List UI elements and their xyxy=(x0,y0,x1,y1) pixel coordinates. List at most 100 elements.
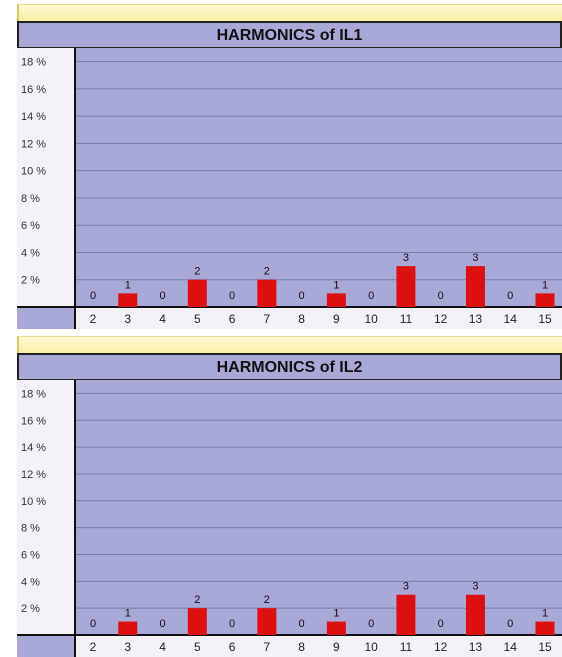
bar xyxy=(465,594,485,635)
data-label: 2 xyxy=(194,594,200,606)
data-label: 1 xyxy=(333,279,339,291)
x-tick-label: 14 xyxy=(504,640,518,654)
x-tick-label: 10 xyxy=(364,640,378,654)
data-label: 0 xyxy=(299,290,305,302)
y-tick-label: 4 % xyxy=(21,247,40,259)
bar xyxy=(187,279,207,307)
y-tick-label: 14 % xyxy=(21,111,46,123)
x-tick-label: 5 xyxy=(194,312,201,326)
data-label: 0 xyxy=(90,618,96,630)
x-tick-label: 7 xyxy=(264,640,271,654)
y-tick-label: 16 % xyxy=(21,84,46,96)
bar xyxy=(535,621,555,635)
x-axis-background xyxy=(75,307,562,329)
x-tick-label: 3 xyxy=(124,640,131,654)
x-tick-label: 5 xyxy=(194,640,201,654)
y-axis-background xyxy=(17,380,75,635)
x-tick-label: 15 xyxy=(538,640,552,654)
x-tick-label: 7 xyxy=(264,312,271,326)
y-tick-label: 12 % xyxy=(21,469,46,481)
data-label: 2 xyxy=(264,266,270,278)
y-tick-label: 10 % xyxy=(21,166,46,178)
plot-area xyxy=(75,48,562,307)
x-tick-label: 4 xyxy=(159,640,166,654)
data-label: 0 xyxy=(90,290,96,302)
bar xyxy=(535,293,555,307)
y-tick-label: 2 % xyxy=(21,603,40,615)
harmonics-il1-panel: HARMONICS of IL1 2 % 4 % 6 % 8 % 10 % 12 % 14 … xyxy=(17,4,562,329)
y-tick-label: 14 % xyxy=(21,442,46,454)
data-label: 0 xyxy=(368,618,374,630)
x-tick-label: 15 xyxy=(538,312,552,326)
panel-tab xyxy=(17,336,562,355)
x-axis-background xyxy=(75,635,562,657)
x-tick-label: 10 xyxy=(364,312,378,326)
corner-cell xyxy=(17,307,75,329)
data-label: 2 xyxy=(264,594,270,606)
x-tick-label: 14 xyxy=(504,312,518,326)
y-tick-label: 12 % xyxy=(21,138,46,150)
bar xyxy=(257,608,277,635)
x-tick-label: 2 xyxy=(90,312,97,326)
panel-tab xyxy=(17,4,562,23)
data-label: 1 xyxy=(333,608,339,620)
data-label: 0 xyxy=(507,290,513,302)
x-tick-label: 4 xyxy=(159,312,166,326)
data-label: 0 xyxy=(507,618,513,630)
data-label: 0 xyxy=(229,618,235,630)
y-tick-label: 6 % xyxy=(21,220,40,232)
x-tick-label: 3 xyxy=(124,312,131,326)
x-tick-label: 9 xyxy=(333,640,340,654)
harmonics-il2-panel: HARMONICS of IL2 2 % 4 % 6 % 8 % 10 % 12 % 14 … xyxy=(17,336,562,657)
data-label: 0 xyxy=(299,618,305,630)
data-label: 3 xyxy=(472,252,478,264)
bar xyxy=(396,266,416,307)
x-tick-label: 8 xyxy=(298,312,305,326)
x-tick-label: 8 xyxy=(298,640,305,654)
bar xyxy=(326,621,346,635)
chart-title: HARMONICS of IL1 xyxy=(17,21,562,49)
data-label: 0 xyxy=(438,618,444,630)
bar xyxy=(118,293,138,307)
data-label: 1 xyxy=(125,608,131,620)
x-tick-label: 11 xyxy=(400,312,413,326)
bar xyxy=(326,293,346,307)
data-label: 1 xyxy=(542,608,548,620)
x-tick-label: 2 xyxy=(90,640,97,654)
data-label: 3 xyxy=(472,581,478,593)
chart-svg: 2 %4 %6 %8 %10 %12 %14 %16 %18 %02130425… xyxy=(17,48,562,329)
bar xyxy=(118,621,138,635)
corner-cell xyxy=(17,635,75,657)
data-label: 0 xyxy=(159,618,165,630)
y-tick-label: 10 % xyxy=(21,496,46,508)
y-tick-label: 8 % xyxy=(21,193,40,205)
bar xyxy=(465,266,485,307)
harmonics-il2-chart: 2 % 4 % 6 % 8 % 10 % 12 % 14 % 16 % 18 % 0 2 1 3 0 4 2 5… xyxy=(17,380,562,657)
data-label: 1 xyxy=(125,279,131,291)
y-tick-label: 6 % xyxy=(21,549,40,561)
y-tick-label: 18 % xyxy=(21,57,46,69)
data-label: 1 xyxy=(542,279,548,291)
chart-svg: 2 %4 %6 %8 %10 %12 %14 %16 %18 %02130425… xyxy=(17,380,562,657)
y-tick-label: 2 % xyxy=(21,275,40,287)
plot-area xyxy=(75,380,562,635)
x-tick-label: 6 xyxy=(229,640,236,654)
data-label: 3 xyxy=(403,581,409,593)
harmonics-il1-chart: 2 % 4 % 6 % 8 % 10 % 12 % 14 % 16 % 18 % 0 2 1 3 0 4 2 5… xyxy=(17,48,562,329)
x-tick-label: 13 xyxy=(469,640,483,654)
data-label: 0 xyxy=(438,290,444,302)
x-tick-label: 12 xyxy=(434,312,448,326)
x-tick-label: 13 xyxy=(469,312,483,326)
bar xyxy=(187,608,207,635)
bar xyxy=(396,594,416,635)
data-label: 0 xyxy=(229,290,235,302)
data-label: 3 xyxy=(403,252,409,264)
y-tick-label: 18 % xyxy=(21,388,46,400)
data-label: 2 xyxy=(194,266,200,278)
y-tick-label: 16 % xyxy=(21,415,46,427)
chart-title: HARMONICS of IL2 xyxy=(17,353,562,381)
y-axis-background xyxy=(17,48,75,307)
x-tick-label: 11 xyxy=(400,640,413,654)
x-tick-label: 6 xyxy=(229,312,236,326)
y-tick-label: 4 % xyxy=(21,576,40,588)
